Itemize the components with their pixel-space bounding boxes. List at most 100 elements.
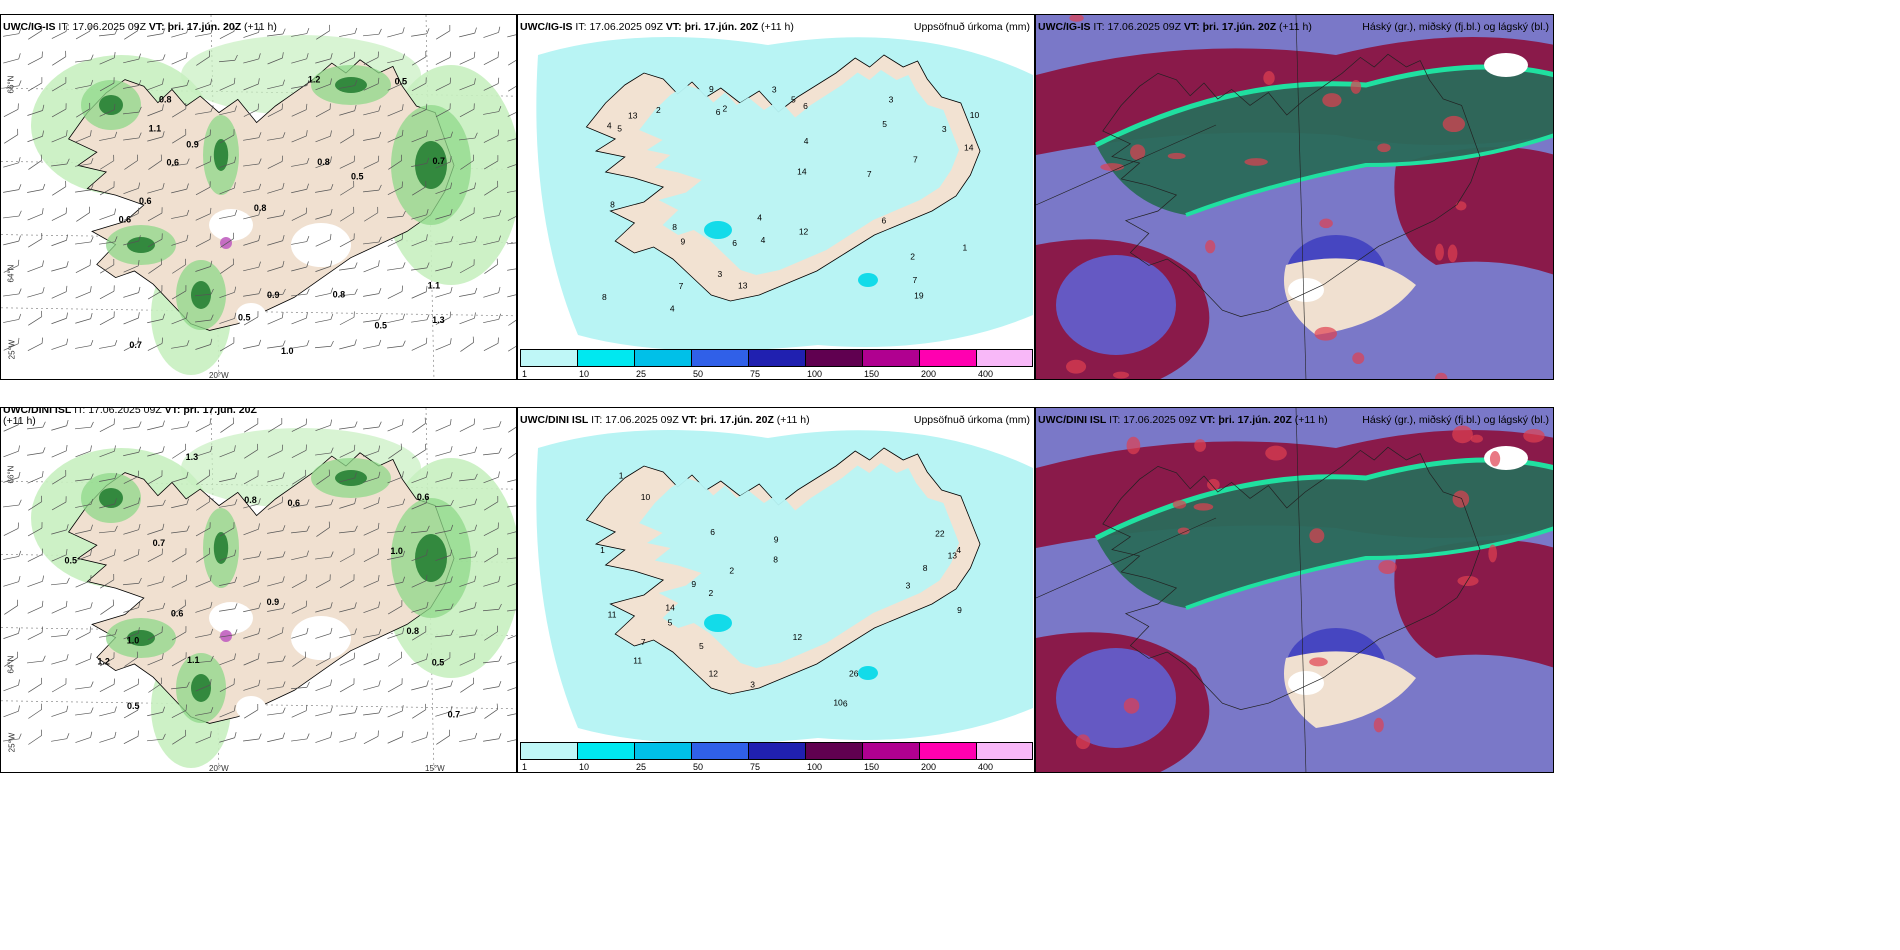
wind-barb — [219, 105, 237, 116]
wind-barb — [435, 338, 452, 351]
wind-barb — [27, 337, 43, 351]
wind-barb — [315, 209, 333, 220]
precip-value-label: 4 — [761, 235, 766, 245]
wind-barb — [267, 418, 283, 433]
precip-value-label: 1.0 — [281, 346, 294, 356]
wind-barb — [4, 128, 19, 144]
wind-barb — [315, 731, 333, 743]
wind-barb — [339, 155, 356, 169]
wind-barb — [219, 499, 238, 508]
wind-barb — [147, 653, 164, 666]
wind-barb — [147, 576, 165, 587]
wind-barb — [75, 259, 91, 273]
lat-tick: 66°N — [6, 465, 16, 484]
low-cloud — [1056, 255, 1176, 355]
glacier — [236, 303, 266, 327]
panel-header: UWC/IG-IS IT: 17.06.2025 09Z VT: þri. 17… — [1038, 21, 1312, 33]
wind-barb — [243, 470, 259, 485]
precip-value-label: 0.8 — [317, 157, 330, 167]
wind-barb — [435, 652, 451, 667]
wind-barb — [483, 522, 499, 536]
wind-barb — [147, 337, 163, 351]
precip-value-label: 3 — [889, 95, 894, 105]
wind-barb — [459, 259, 475, 274]
wind-barb — [99, 77, 115, 92]
wind-barb — [51, 496, 67, 511]
wind-barb — [483, 733, 502, 742]
colorbar-label: 400 — [978, 369, 994, 379]
wind-barb — [28, 729, 42, 745]
wind-barb — [387, 233, 404, 247]
high-cloud-patch — [1322, 93, 1342, 108]
wind-barb — [291, 53, 309, 64]
wind-barb — [459, 78, 476, 91]
wind-map-panel-bottom: 0.5 0.6 0.7 0.8 1.0 1.1 1.2 0.9 0.6 0.5 1.3 0.8 0.7 0… — [0, 407, 517, 773]
wind-barb — [220, 232, 235, 248]
wind-barb — [195, 288, 214, 297]
wind-barb — [267, 525, 286, 534]
wind-barb — [123, 207, 140, 221]
panel-header: UWC/IG-IS IT: 17.06.2025 09Z VT: þri. 17… — [3, 21, 277, 33]
high-cloud-patch — [1373, 717, 1384, 733]
wind-barb — [3, 184, 22, 193]
high-cloud-patch — [1066, 359, 1087, 374]
wind-barb — [460, 677, 475, 693]
wind-barb — [51, 678, 67, 693]
wind-barb — [507, 241, 516, 245]
precip-value-label: 4 — [956, 545, 961, 555]
wind-barb — [387, 210, 406, 219]
wind-barb — [267, 340, 286, 349]
wind-barb — [411, 680, 429, 691]
wind-barb — [123, 79, 142, 89]
high-cloud-patch — [1112, 371, 1130, 379]
wind-barb — [195, 522, 211, 537]
wind-barb — [171, 234, 189, 246]
colorbar-segment: 25 — [634, 349, 691, 379]
wind-barb — [435, 77, 452, 91]
wind-barb — [171, 652, 187, 667]
wind-barb — [267, 627, 284, 640]
mid-cloud — [1096, 67, 1553, 215]
wind-barb — [483, 575, 501, 587]
wind-barb — [3, 445, 20, 458]
wind-barb — [387, 419, 404, 432]
precip-value-label: 9 — [681, 237, 686, 247]
wind-barb — [411, 471, 428, 484]
wind-barb — [196, 469, 210, 485]
wind-barb — [387, 600, 403, 615]
wind-barb — [75, 25, 91, 40]
wind-barb — [483, 447, 502, 456]
wind-barb — [459, 103, 475, 118]
colorbar-label: 10 — [579, 369, 590, 379]
wind-barb — [435, 311, 451, 325]
wind-barb — [124, 24, 139, 40]
wind-barb — [339, 574, 355, 589]
wind-barb — [28, 703, 42, 719]
wind-barb — [219, 732, 237, 743]
precip-value-label: 0.7 — [153, 538, 166, 548]
precip-value-label: 5 — [791, 95, 796, 105]
wind-barb — [27, 104, 45, 116]
wind-barb — [315, 679, 333, 692]
precip-value-label: 12 — [709, 668, 719, 678]
wind-barb — [147, 602, 166, 612]
wind-barb — [75, 339, 94, 349]
wind-barb — [171, 209, 190, 219]
high-cloud-patch — [1309, 528, 1325, 544]
coastline — [1102, 446, 1481, 710]
wind-barb — [315, 260, 333, 272]
precip-value-label: 14 — [797, 166, 807, 176]
precip-value-label: 0.9 — [267, 597, 280, 607]
precip-value-label: 0.6 — [288, 498, 301, 508]
precip-value-label: 0.8 — [407, 626, 420, 636]
grid-line — [1, 307, 516, 317]
wind-barb — [123, 627, 140, 640]
wind-barb — [172, 599, 186, 615]
wind-barb — [412, 417, 426, 433]
wind-barb — [267, 288, 286, 297]
wind-barb — [75, 681, 94, 690]
wind-barb — [459, 132, 478, 141]
precip-value-label: 9 — [691, 579, 696, 589]
precip-value-label: 0.6 — [119, 215, 132, 225]
wind-barb — [75, 626, 91, 640]
